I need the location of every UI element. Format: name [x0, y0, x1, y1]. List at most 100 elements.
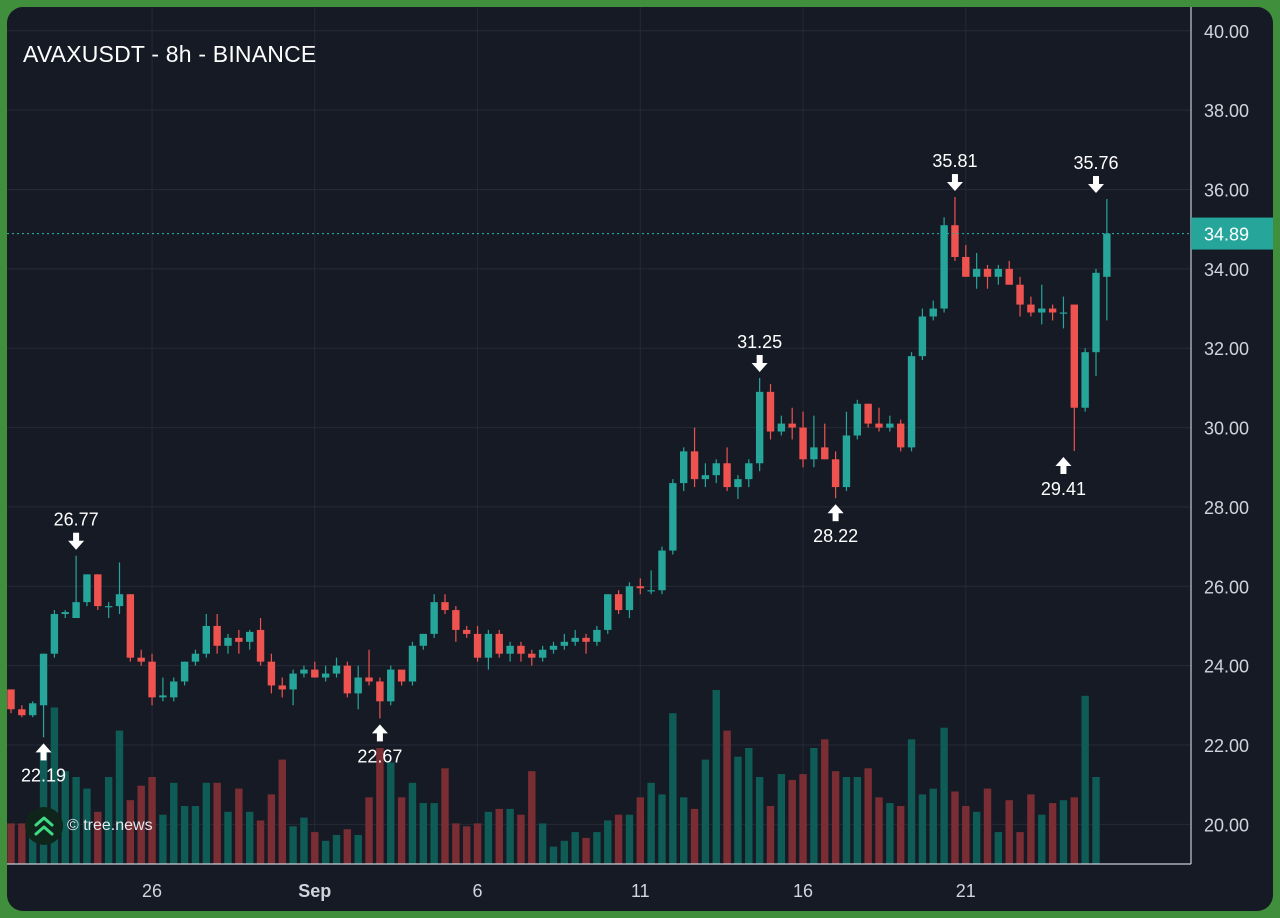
candle-body	[387, 669, 395, 702]
volume-bar	[918, 794, 927, 864]
candle	[495, 629, 503, 658]
candle	[1092, 268, 1100, 376]
y-tick-label: 30.00	[1204, 419, 1249, 439]
arrow-up-stem	[40, 751, 47, 761]
candle	[506, 641, 514, 662]
candle	[1016, 276, 1024, 317]
candle-body	[397, 669, 406, 682]
candle-body	[962, 256, 970, 277]
candle	[452, 606, 460, 642]
candle-body	[604, 594, 612, 630]
candle	[853, 399, 861, 440]
volume-bar	[658, 794, 666, 864]
candle	[1038, 284, 1046, 325]
candle-body	[788, 423, 796, 428]
volume-bar	[972, 811, 981, 864]
price-annotation: 31.25	[737, 332, 782, 372]
volume-bar	[951, 791, 959, 864]
candle	[397, 669, 406, 686]
candle-body	[441, 602, 449, 611]
candle	[897, 419, 905, 452]
candle	[18, 705, 26, 718]
volume-bar	[517, 814, 525, 864]
volume-bar	[72, 777, 80, 864]
candle-body	[734, 479, 742, 488]
price-annotation: 26.77	[54, 510, 99, 550]
watermark-text: © tree.news	[67, 817, 153, 834]
candle	[680, 447, 688, 492]
x-tick-label: 16	[793, 881, 813, 901]
arrow-up-stem	[1060, 464, 1067, 474]
candle-body	[821, 447, 829, 460]
volume-bar	[723, 730, 731, 864]
candle	[343, 661, 352, 698]
volume-bar	[419, 803, 427, 864]
volume-bar	[300, 817, 308, 864]
candle	[788, 407, 796, 440]
volume-bar	[7, 823, 15, 864]
candle-body	[799, 427, 807, 460]
volume-bar	[810, 748, 818, 864]
y-tick-label: 20.00	[1204, 815, 1249, 835]
arrow-down-icon	[946, 182, 963, 192]
arrow-down-stem	[951, 174, 958, 184]
candle	[604, 594, 612, 634]
candle	[636, 578, 644, 595]
candle	[1027, 296, 1035, 317]
x-tick-label: 21	[956, 881, 976, 901]
volume-bar	[137, 785, 145, 864]
volume-bar	[745, 748, 753, 864]
double-chevron-up-icon	[25, 807, 63, 845]
volume-bar	[463, 826, 471, 864]
candle-body	[940, 225, 948, 309]
volume-bar	[614, 814, 623, 864]
candle-body	[636, 586, 644, 589]
candle	[842, 411, 851, 492]
candlestick-chart[interactable]: 40.00 38.00 36.00 34.00 32.00 30.00 28.00 26.00…	[7, 7, 1273, 911]
volume-bar	[528, 771, 536, 864]
volume-bar	[929, 788, 937, 864]
last-price-label: 34.89	[1204, 225, 1249, 245]
volume-bar	[246, 811, 254, 864]
candle-body	[191, 653, 200, 662]
candle-body	[647, 590, 655, 592]
candle	[387, 665, 395, 706]
candle	[473, 625, 482, 662]
candle	[929, 300, 937, 321]
volume-bar	[321, 840, 330, 864]
volume-bar	[886, 803, 894, 864]
candle-body	[755, 391, 764, 464]
candle	[560, 633, 569, 650]
candle-body	[875, 423, 883, 428]
volume-bar	[115, 730, 124, 864]
volume-bar	[875, 797, 883, 864]
candle-body	[918, 316, 927, 357]
y-tick-label: 24.00	[1204, 657, 1249, 677]
candle-body	[484, 633, 493, 658]
candle	[7, 689, 15, 714]
volume-bar	[669, 713, 677, 864]
candle	[430, 594, 438, 638]
volume-bar	[484, 811, 493, 864]
candle-body	[7, 689, 15, 710]
candle-body	[495, 633, 503, 654]
candle-body	[289, 673, 297, 690]
candle	[582, 633, 590, 654]
grid-lines	[7, 7, 1191, 864]
candle	[864, 403, 872, 428]
volume-bar	[582, 837, 590, 864]
candle	[538, 645, 547, 662]
volume-bar	[788, 779, 796, 864]
candle	[50, 610, 59, 658]
candle	[159, 677, 167, 702]
candle-body	[517, 645, 525, 654]
arrow-up-icon	[1055, 456, 1072, 466]
candle	[29, 701, 37, 718]
candle-body	[94, 574, 102, 607]
candle-body	[180, 661, 189, 682]
candle	[137, 649, 145, 666]
candle	[886, 415, 894, 432]
candle	[365, 649, 373, 686]
price-annotation: 29.41	[1041, 456, 1086, 499]
candle	[311, 661, 319, 678]
